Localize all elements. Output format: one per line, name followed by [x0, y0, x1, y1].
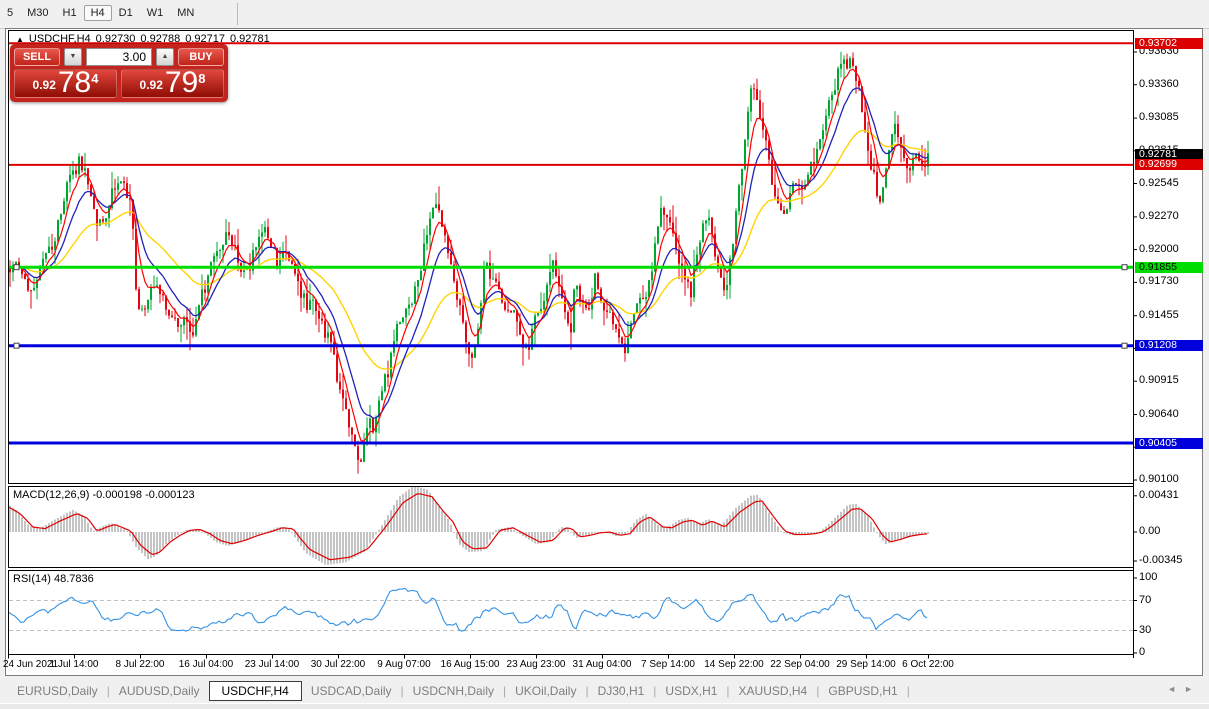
level-lines: [9, 42, 1133, 445]
buy-price-sup: 8: [198, 71, 206, 86]
tab-separator: |: [503, 683, 507, 698]
volume-increase-button[interactable]: ▲: [156, 48, 174, 66]
tab-usdcad-daily[interactable]: USDCAD,Daily: [310, 683, 392, 698]
tab-separator: |: [653, 683, 657, 698]
tab-separator: |: [106, 683, 110, 698]
tab-scroll-right-icon[interactable]: ►: [1184, 684, 1201, 694]
tab-separator: |: [816, 683, 820, 698]
tab-audusd-daily[interactable]: AUDUSD,Daily: [118, 683, 200, 698]
tab-dj30-h1[interactable]: DJ30,H1: [597, 683, 645, 698]
tab-usdcnh-daily[interactable]: USDCNH,Daily: [412, 683, 494, 698]
tab-scroll-left-icon[interactable]: ◄: [1167, 684, 1185, 694]
macd-panel: [9, 487, 929, 565]
chart-title: ▲ USDCHF,H4 0.92730 0.92788 0.92717 0.92781: [16, 33, 275, 45]
timeframe-button-m30[interactable]: M30: [27, 7, 49, 19]
sell-price-small: 0.92: [32, 78, 56, 92]
ohlc-close: 0.92781: [229, 33, 270, 45]
sell-price-big: 78: [57, 66, 92, 99]
tab-usdchf-h4[interactable]: USDCHF,H4: [208, 680, 302, 701]
volume-input[interactable]: 3.00: [86, 48, 152, 66]
sell-button[interactable]: SELL: [14, 48, 60, 66]
buy-price-small: 0.92: [139, 78, 163, 92]
chart-symbol: USDCHF,H4: [28, 33, 91, 45]
statusbar-strip: [0, 703, 1209, 709]
timeframe-button-h4[interactable]: H4: [83, 5, 112, 21]
price-axis: [1133, 30, 1137, 658]
timeframe-button-d1[interactable]: D1: [118, 7, 133, 19]
buy-price-panel[interactable]: 0.92 79 8: [121, 66, 224, 99]
tab-xauusd-h4[interactable]: XAUUSD,H4: [738, 683, 808, 698]
toolbar-separator: [237, 3, 238, 25]
macd-indicator-label: MACD(12,26,9) -0.000198 -0.000123: [13, 489, 195, 501]
buy-button[interactable]: BUY: [178, 48, 224, 66]
panel-frames: [8, 30, 1134, 655]
tab-scroll-arrows: ◄►: [1167, 684, 1201, 694]
rsi-panel: [8, 587, 1133, 632]
timeframe-button-w1[interactable]: W1: [146, 7, 164, 19]
ohlc-open: 0.92730: [95, 33, 136, 45]
tab-gbpusd-h1[interactable]: GBPUSD,H1: [828, 683, 898, 698]
rsi-indicator-label: RSI(14) 48.7836: [13, 573, 94, 585]
sell-price-panel[interactable]: 0.92 78 4: [14, 66, 117, 99]
ohlc-high: 0.92788: [140, 33, 181, 45]
timeframe-button-5[interactable]: 5: [7, 7, 14, 19]
collapse-arrow-icon[interactable]: ▲: [16, 35, 24, 44]
timeframe-button-h1[interactable]: H1: [62, 7, 77, 19]
one-click-trading-widget: SELL ▼ 3.00 ▲ BUY 0.92 78 4 0.92 79 8: [10, 44, 228, 102]
sell-price-sup: 4: [91, 71, 99, 86]
buy-price-big: 79: [164, 66, 199, 99]
timeframe-button-mn[interactable]: MN: [177, 7, 195, 19]
tab-separator: |: [726, 683, 730, 698]
tab-separator: |: [906, 683, 910, 698]
tab-usdx-h1[interactable]: USDX,H1: [665, 683, 718, 698]
ohlc-low: 0.92717: [185, 33, 225, 45]
time-axis: [8, 654, 929, 659]
tab-separator: |: [585, 683, 589, 698]
tab-eurusd-daily[interactable]: EURUSD,Daily: [17, 683, 98, 698]
tab-separator: |: [400, 683, 404, 698]
volume-decrease-button[interactable]: ▼: [64, 48, 82, 66]
tab-ukoil-daily[interactable]: UKOil,Daily: [515, 683, 577, 698]
symbol-tab-bar: EURUSD,Daily | AUDUSD,Daily USDCHF,H4 USDCAD…: [0, 679, 1209, 702]
